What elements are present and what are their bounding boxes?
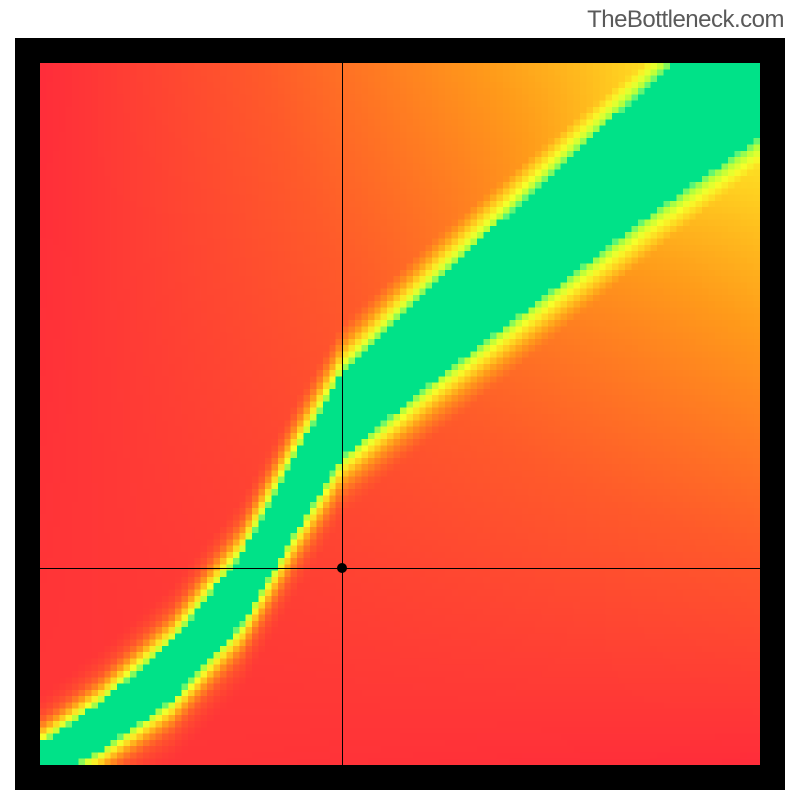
frame-border-left bbox=[15, 38, 40, 790]
chart-container: TheBottleneck.com bbox=[0, 0, 800, 800]
heatmap-canvas bbox=[40, 63, 760, 765]
frame-border-top bbox=[15, 38, 785, 63]
heatmap-plot bbox=[40, 63, 760, 765]
crosshair-vertical bbox=[342, 63, 343, 765]
crosshair-horizontal bbox=[40, 568, 760, 569]
frame-border-bottom bbox=[15, 765, 785, 790]
frame-border-right bbox=[760, 38, 785, 790]
crosshair-marker bbox=[337, 563, 347, 573]
watermark-text: TheBottleneck.com bbox=[587, 6, 784, 34]
